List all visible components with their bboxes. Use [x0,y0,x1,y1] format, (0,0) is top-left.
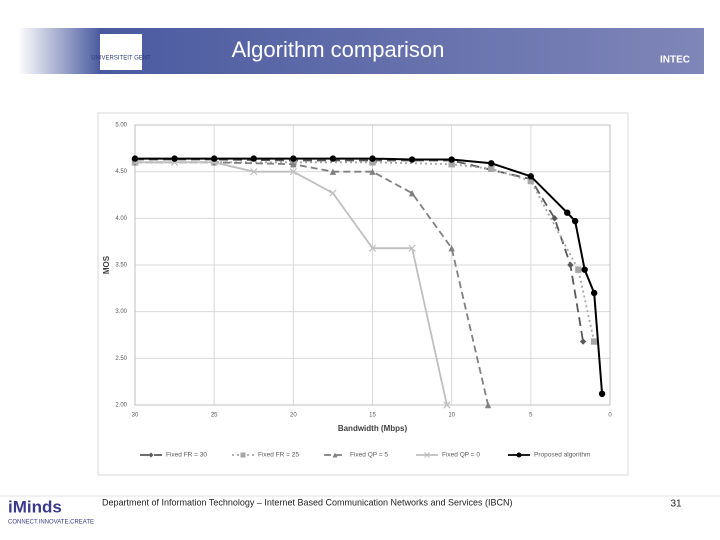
series-line [135,157,604,394]
marker [579,338,587,345]
footer: Department of Information Technology – I… [102,497,513,507]
marker [448,161,455,168]
y-tick-label: 4.00 [115,216,127,222]
marker [516,452,522,458]
legend-label: Fixed FR = 25 [258,452,299,459]
marker [368,244,377,252]
legend-label: Fixed FR = 30 [166,452,207,459]
y-tick-label: 5.00 [115,123,127,129]
y-tick-label: 2.00 [115,403,127,409]
marker [250,168,258,176]
marker [424,452,430,458]
marker [590,289,598,297]
logo-left: UNIVERSITEIT GENT [91,56,151,62]
marker [290,161,297,168]
x-tick-label: 10 [448,413,455,419]
marker [210,155,218,162]
series-line [135,158,584,342]
x-axis-label: Bandwidth (Mbps) [338,424,408,433]
marker [484,401,492,409]
marker [448,245,455,252]
logo-right: INTEC [660,55,690,66]
legend-label: Proposed algorithm [534,452,590,459]
x-tick-label: 25 [211,413,218,419]
marker [250,155,257,162]
legend-label: Fixed QP = 0 [442,452,480,459]
marker [575,266,582,273]
marker [551,215,558,222]
series-line [135,161,448,406]
slide-title: Algorithm comparison [232,37,445,62]
marker [329,168,337,175]
marker [408,156,416,163]
x-tick-label: 5 [529,413,533,419]
marker [488,160,495,167]
series-line [135,161,596,342]
marker [527,177,535,185]
marker [598,390,606,397]
marker [564,209,571,216]
marker [369,168,376,175]
marker [369,155,376,162]
marker [408,244,416,252]
marker [567,261,574,269]
marker [448,156,455,163]
y-tick-label: 2.50 [115,356,127,362]
chart-frame [97,112,629,476]
marker [329,189,337,197]
marker [131,155,139,162]
x-tick-label: 0 [608,413,612,419]
marker [443,401,451,409]
marker [527,173,535,180]
marker [571,217,579,225]
marker [289,168,297,176]
marker [369,159,376,166]
marker [581,266,588,273]
y-tick-label: 3.00 [115,309,127,315]
logo-bottom: iMinds [8,497,62,516]
y-tick-label: 4.50 [115,169,127,175]
marker [488,165,495,173]
marker [240,452,246,458]
plot-border [134,124,611,406]
x-tick-label: 15 [369,413,376,419]
marker [329,155,337,162]
marker [332,452,338,458]
x-tick-label: 20 [290,413,297,419]
marker [171,155,178,162]
logo-left-box [100,34,142,70]
marker [408,189,416,197]
logo-bottom-sub: CONNECT.INNOVATE.CREATE [8,520,94,526]
series-line [135,161,489,406]
marker [290,155,297,162]
marker [148,452,154,458]
x-tick-label: 30 [132,413,139,419]
marker [590,338,598,345]
legend-label: Fixed QP = 5 [350,452,388,459]
y-tick-label: 3.50 [115,263,127,269]
y-axis-label: MOS [102,255,111,274]
page-number: 31 [670,499,682,510]
